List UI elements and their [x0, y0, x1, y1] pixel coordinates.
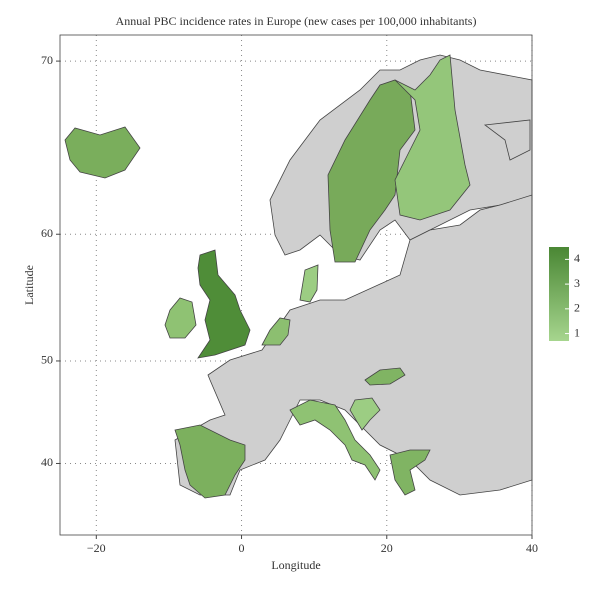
- colorbar-tick-label: 1: [574, 325, 580, 339]
- y-tick-label: 60: [41, 226, 53, 240]
- y-axis-label: Latitude: [22, 265, 36, 305]
- x-tick-label: 20: [381, 541, 393, 555]
- land: [174, 194, 533, 496]
- united-kingdom: [197, 249, 251, 359]
- colorbar-tick-label: 3: [574, 276, 580, 290]
- chart-title: Annual PBC incidence rates in Europe (ne…: [116, 14, 477, 28]
- colorbar: [549, 247, 569, 341]
- y-tick-label: 50: [41, 353, 53, 367]
- ireland: [164, 297, 197, 339]
- colorbar-tick-label: 4: [574, 251, 580, 265]
- plot-frame: [59, 34, 533, 536]
- countries: [64, 54, 533, 499]
- finland: [394, 54, 471, 221]
- greece: [389, 449, 431, 496]
- colorbar-tick-label: 2: [574, 301, 580, 315]
- spain: [174, 424, 246, 499]
- x-axis-label: Longitude: [271, 558, 320, 572]
- sweden: [327, 79, 416, 263]
- land: [483, 119, 531, 161]
- croatia: [349, 397, 381, 431]
- iceland: [64, 126, 141, 179]
- x-tick-label: −20: [87, 541, 106, 555]
- hungary: [364, 367, 406, 386]
- x-tick-label: 0: [239, 541, 245, 555]
- y-tick-label: 70: [41, 53, 53, 67]
- italy: [289, 399, 381, 481]
- x-tick-label: 40: [526, 541, 538, 555]
- netherlands: [261, 317, 291, 346]
- y-tick-label: 40: [41, 455, 53, 469]
- denmark: [299, 264, 319, 303]
